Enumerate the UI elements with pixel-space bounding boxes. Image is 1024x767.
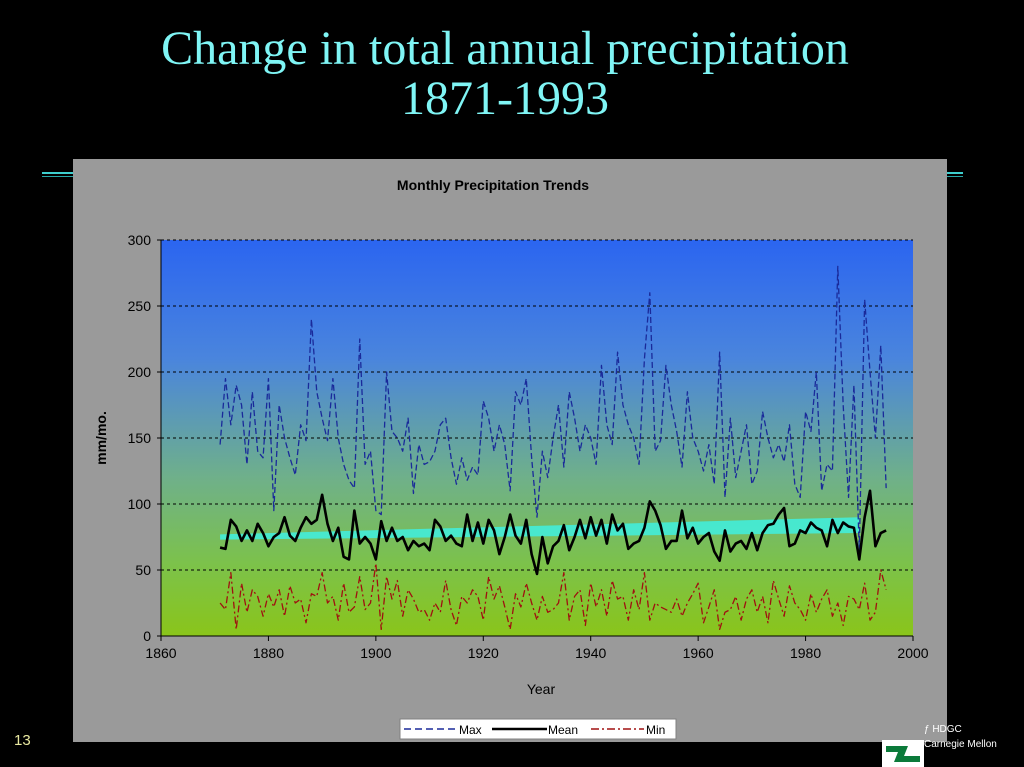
chart-frame: Monthly Precipitation Trends 0 50 100 150 20… xyxy=(73,159,947,742)
x-tick-label: 1920 xyxy=(468,645,499,661)
legend-label-mean: Mean xyxy=(548,723,578,737)
series-layer xyxy=(219,265,887,631)
right-rule-top xyxy=(947,172,963,174)
plot-area xyxy=(161,240,913,636)
slide-title-line2: 1871-1993 xyxy=(401,72,609,125)
y-tick-label: 200 xyxy=(128,364,152,380)
x-tick-label: 1900 xyxy=(360,645,391,661)
x-axis-label: Year xyxy=(527,681,556,697)
x-tick-label: 1860 xyxy=(145,645,176,661)
legend-label-min: Min xyxy=(646,723,665,737)
x-tick-label: 1980 xyxy=(790,645,821,661)
precipitation-chart: Monthly Precipitation Trends 0 50 100 150 20… xyxy=(93,177,929,740)
y-tick-label: 150 xyxy=(128,430,152,446)
footer-line2: Carnegie Mellon xyxy=(924,739,997,750)
x-tick-label: 1940 xyxy=(575,645,606,661)
series-line-max xyxy=(219,265,887,551)
footer-line1: ƒ HDGC xyxy=(924,724,962,735)
y-tick-label: 300 xyxy=(128,232,152,248)
legend-label-max: Max xyxy=(459,723,482,737)
left-rule-top xyxy=(42,172,74,174)
y-axis-label: mm/mo. xyxy=(93,411,109,465)
slide-number: 13 xyxy=(14,732,31,749)
right-rule-bottom xyxy=(947,176,963,177)
y-tick-label: 250 xyxy=(128,298,152,314)
y-tick-label: 100 xyxy=(128,496,152,512)
series-line-mean xyxy=(219,489,887,576)
y-tick-label: 0 xyxy=(143,628,151,644)
cmu-logo-icon xyxy=(882,740,924,767)
slide-title: Change in total annual precipitation 187… xyxy=(0,24,1010,124)
x-tick-label: 2000 xyxy=(897,645,928,661)
chart-title: Monthly Precipitation Trends xyxy=(397,177,589,193)
footer-brand: ƒ HDGC Carnegie Mellon xyxy=(924,722,997,752)
y-tick-label: 50 xyxy=(135,562,151,578)
y-axis-label-group: mm/mo. xyxy=(93,411,109,465)
left-rule-bottom xyxy=(42,176,74,177)
x-tick-label: 1880 xyxy=(253,645,284,661)
slide-title-line1: Change in total annual precipitation xyxy=(161,22,849,75)
axes: 0 50 100 150 200 250 300 1860 1880 1900 1920 1940 19… xyxy=(128,232,929,661)
series-line-min xyxy=(219,562,887,631)
legend: Max Mean Min xyxy=(399,718,677,740)
x-tick-label: 1960 xyxy=(683,645,714,661)
